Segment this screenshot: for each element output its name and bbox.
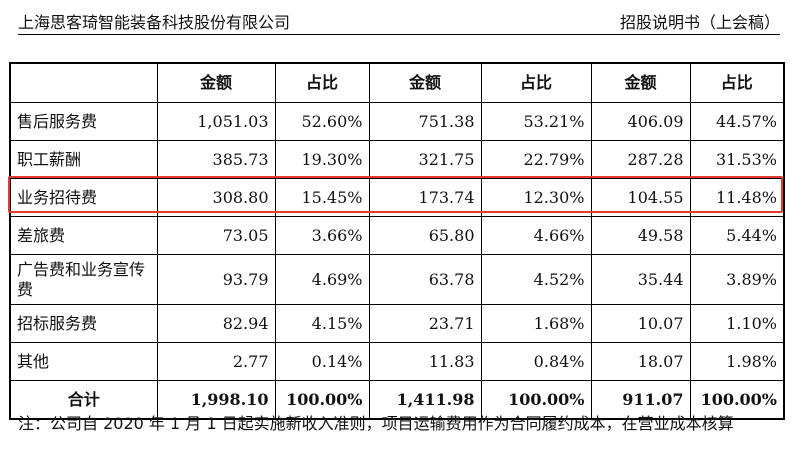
row-highlight-box bbox=[8, 176, 783, 213]
table-cell: 10.07 bbox=[590, 304, 691, 343]
header-cell: 金额 bbox=[156, 62, 276, 103]
header-cell: 占比 bbox=[689, 62, 785, 103]
table-cell: 100.00% bbox=[689, 380, 785, 420]
table-row: 职工薪酬 385.73 19.30% 321.75 22.79% 287.28 … bbox=[9, 140, 785, 179]
table-cell: 751.38 bbox=[368, 102, 482, 141]
table-cell: 63.78 bbox=[368, 254, 482, 305]
row-label: 差旅费 bbox=[9, 216, 158, 255]
table-cell: 0.84% bbox=[480, 342, 592, 381]
table-cell: 0.14% bbox=[274, 342, 370, 381]
page-header: 上海思客琦智能装备科技股份有限公司 招股说明书（上会稿） bbox=[18, 6, 780, 35]
table-cell: 1.98% bbox=[689, 342, 785, 381]
row-label: 业务招待费 bbox=[9, 178, 158, 217]
table-cell: 11.83 bbox=[368, 342, 482, 381]
table-cell: 4.15% bbox=[274, 304, 370, 343]
table-cell: 3.89% bbox=[689, 254, 785, 305]
header-cell: 金额 bbox=[590, 62, 691, 103]
row-label: 其他 bbox=[9, 342, 158, 381]
table-cell: 35.44 bbox=[590, 254, 691, 305]
table-cell: 65.80 bbox=[368, 216, 482, 255]
table-cell: 911.07 bbox=[590, 380, 691, 420]
table-cell: 308.80 bbox=[156, 178, 276, 217]
table-cell: 1.68% bbox=[480, 304, 592, 343]
table-cell: 18.07 bbox=[590, 342, 691, 381]
row-label: 广告费和业务宣传费 bbox=[9, 254, 158, 305]
table-row: 差旅费 73.05 3.66% 65.80 4.66% 49.58 5.44% bbox=[9, 216, 785, 255]
document-title: 招股说明书（上会稿） bbox=[619, 13, 780, 32]
row-label: 职工薪酬 bbox=[9, 140, 158, 179]
table-row: 售后服务费 1,051.03 52.60% 751.38 53.21% 406.… bbox=[9, 102, 785, 141]
table-row-highlighted: 业务招待费 308.80 15.45% 173.74 12.30% 104.55… bbox=[9, 178, 785, 217]
table-cell: 82.94 bbox=[156, 304, 276, 343]
header-cell bbox=[9, 62, 158, 103]
table-cell: 100.00% bbox=[480, 380, 592, 420]
expense-table: 金额 占比 金额 占比 金额 占比 售后服务费 1,051.03 52.60% … bbox=[9, 62, 785, 420]
table-cell: 11.48% bbox=[689, 178, 785, 217]
header-cell: 金额 bbox=[368, 62, 482, 103]
table-cell: 53.21% bbox=[480, 102, 592, 141]
table-cell: 1,051.03 bbox=[156, 102, 276, 141]
table-cell: 44.57% bbox=[689, 102, 785, 141]
table-cell: 1.10% bbox=[689, 304, 785, 343]
table-cell: 4.52% bbox=[480, 254, 592, 305]
table-total-row: 合计 1,998.10 100.00% 1,411.98 100.00% 911… bbox=[9, 380, 785, 420]
company-name: 上海思客琦智能装备科技股份有限公司 bbox=[18, 13, 291, 32]
table-row: 其他 2.77 0.14% 11.83 0.84% 18.07 1.98% bbox=[9, 342, 785, 381]
table-cell: 19.30% bbox=[274, 140, 370, 179]
header-cell: 占比 bbox=[274, 62, 370, 103]
table-cell: 385.73 bbox=[156, 140, 276, 179]
table-cell: 100.00% bbox=[274, 380, 370, 420]
table-cell: 321.75 bbox=[368, 140, 482, 179]
table-cell: 93.79 bbox=[156, 254, 276, 305]
table-header-row: 金额 占比 金额 占比 金额 占比 bbox=[9, 62, 785, 103]
table-cell: 1,411.98 bbox=[368, 380, 482, 420]
table-cell: 49.58 bbox=[590, 216, 691, 255]
footnote: 注：公司自 2020 年 1 月 1 日起实施新收入准则，项目运输费用作为合同履… bbox=[18, 414, 734, 433]
table-cell: 52.60% bbox=[274, 102, 370, 141]
row-label: 售后服务费 bbox=[9, 102, 158, 141]
table-cell: 173.74 bbox=[368, 178, 482, 217]
table-cell: 406.09 bbox=[590, 102, 691, 141]
table-cell: 287.28 bbox=[590, 140, 691, 179]
table-row: 招标服务费 82.94 4.15% 23.71 1.68% 10.07 1.10… bbox=[9, 304, 785, 343]
table-cell: 73.05 bbox=[156, 216, 276, 255]
table-cell: 1,998.10 bbox=[156, 380, 276, 420]
header-cell: 占比 bbox=[480, 62, 592, 103]
table-row: 广告费和业务宣传费 93.79 4.69% 63.78 4.52% 35.44 … bbox=[9, 254, 785, 305]
table-cell: 5.44% bbox=[689, 216, 785, 255]
table-cell: 31.53% bbox=[689, 140, 785, 179]
table-cell: 2.77 bbox=[156, 342, 276, 381]
table-cell: 3.66% bbox=[274, 216, 370, 255]
table-cell: 22.79% bbox=[480, 140, 592, 179]
table-cell: 4.69% bbox=[274, 254, 370, 305]
table-cell: 23.71 bbox=[368, 304, 482, 343]
row-label: 招标服务费 bbox=[9, 304, 158, 343]
row-label: 合计 bbox=[9, 380, 158, 420]
table-cell: 4.66% bbox=[480, 216, 592, 255]
